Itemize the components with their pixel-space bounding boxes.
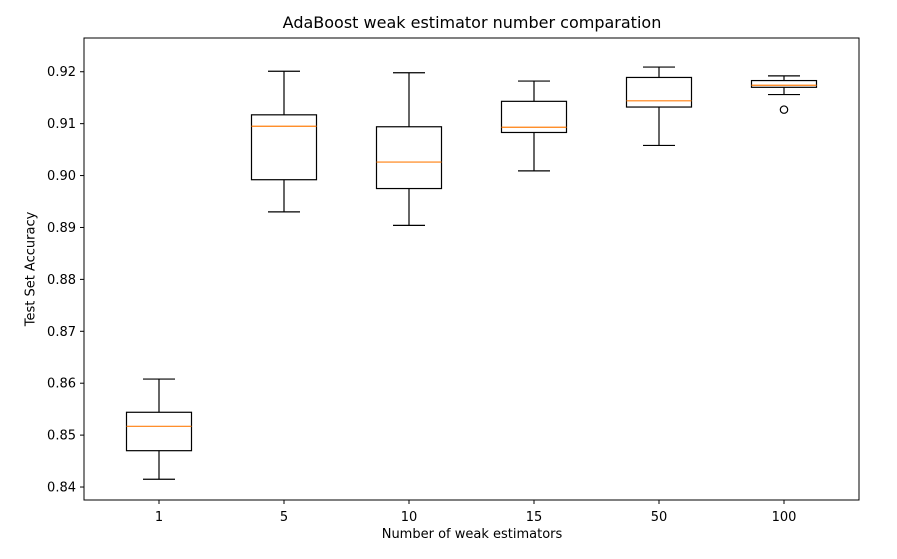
box [375, 126, 443, 190]
x-tick-label: 1 [155, 510, 163, 525]
y-tick-label: 0.87 [47, 325, 76, 340]
y-tick-label: 0.88 [47, 273, 76, 288]
x-tick-label: 5 [280, 510, 288, 525]
y-tick-label: 0.90 [47, 169, 76, 184]
axes-frame [83, 37, 860, 501]
y-tick-label: 0.84 [47, 481, 76, 496]
x-tick-label: 50 [651, 510, 668, 525]
x-tick-label: 10 [401, 510, 418, 525]
x-axis-label: Number of weak estimators [381, 527, 563, 542]
box [250, 114, 318, 181]
y-tick-label: 0.89 [47, 221, 76, 236]
box [625, 76, 693, 108]
y-tick-label: 0.85 [47, 429, 76, 444]
y-tick-label: 0.86 [47, 377, 76, 392]
chart-title: AdaBoost weak estimator number comparati… [282, 13, 662, 32]
box [750, 79, 818, 88]
y-axis-label: Test Set Accuracy [23, 211, 39, 327]
box [125, 411, 193, 452]
x-tick-label: 100 [772, 510, 797, 525]
x-tick-label: 15 [526, 510, 543, 525]
y-tick-label: 0.92 [47, 65, 76, 80]
outlier-point [779, 105, 789, 114]
box [500, 100, 568, 134]
y-tick-label: 0.91 [47, 117, 76, 132]
